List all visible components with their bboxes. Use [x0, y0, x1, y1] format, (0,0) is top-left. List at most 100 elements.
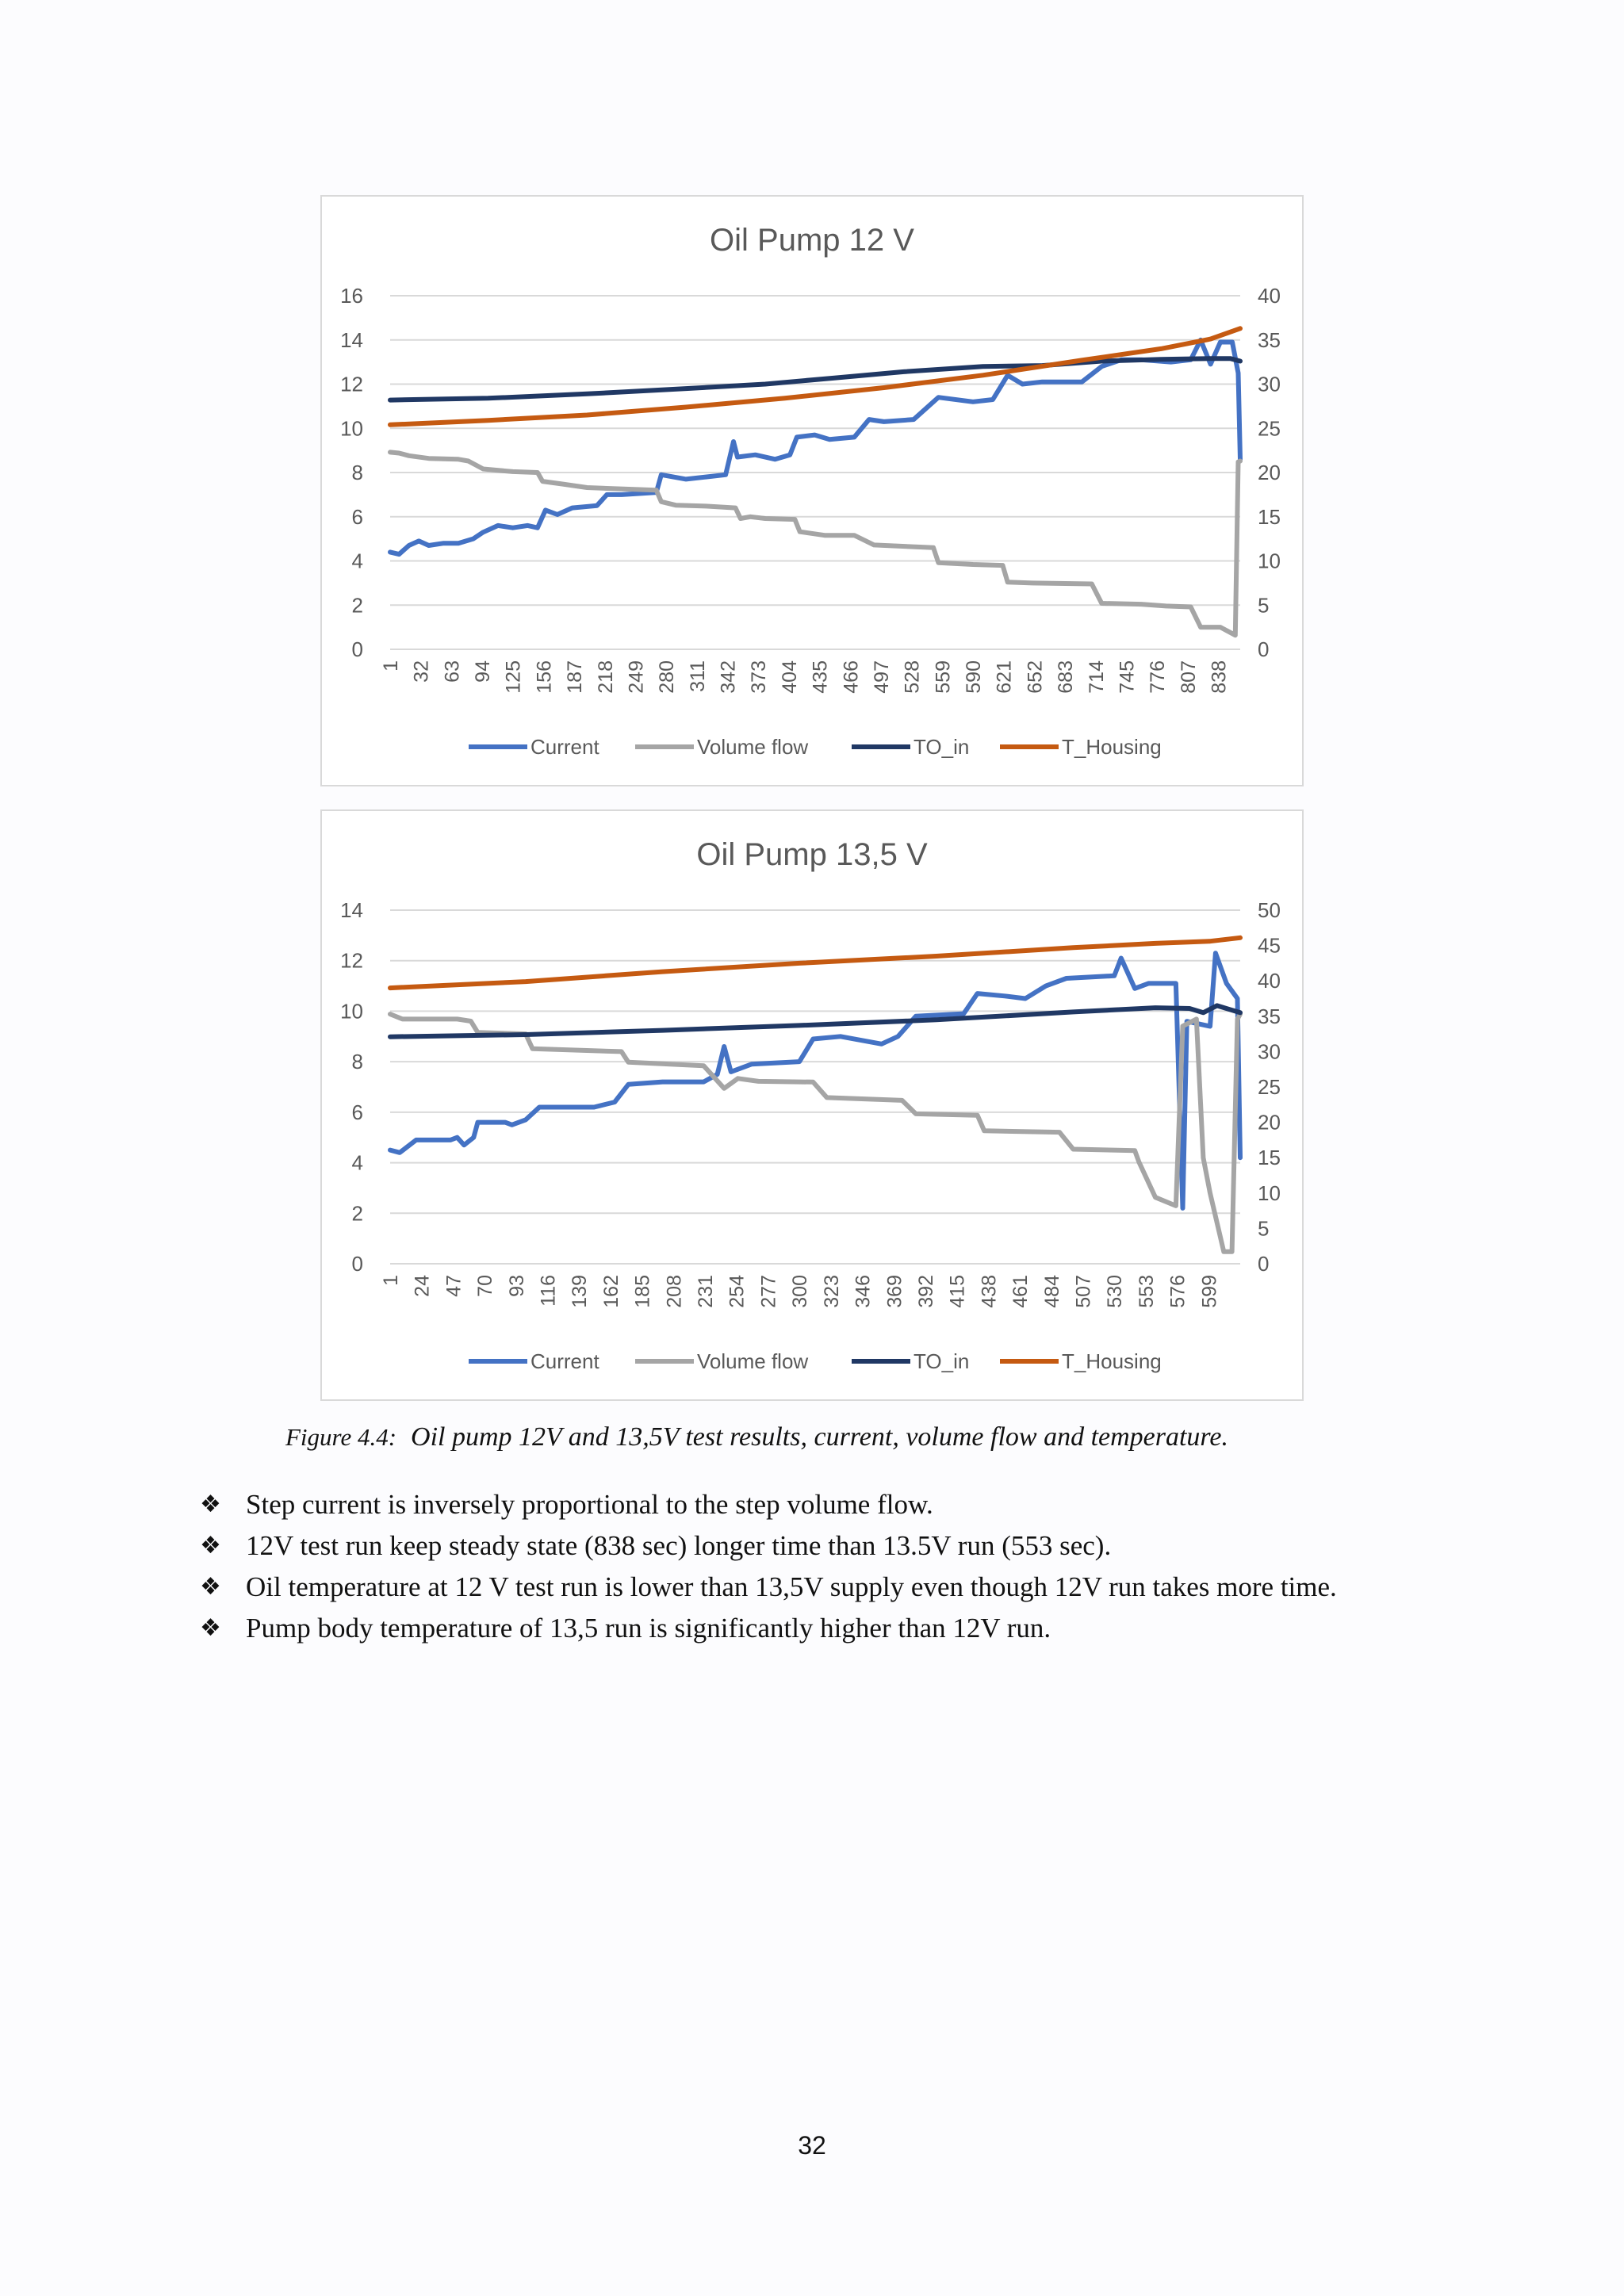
x-tick-label: 342: [718, 660, 740, 694]
y-right-tick-label: 20: [1258, 461, 1281, 484]
y-left-tick-label: 14: [340, 898, 363, 922]
x-tick-label: 156: [533, 660, 555, 694]
legend-label: TO_in: [914, 735, 969, 759]
legend-label: Volume flow: [697, 735, 808, 759]
y-right-tick-label: 35: [1258, 328, 1281, 352]
x-tick-label: 125: [503, 660, 525, 694]
x-tick-label: 47: [442, 1275, 465, 1297]
x-tick-label: 323: [821, 1275, 843, 1308]
chart-oil-pump-12v: Oil Pump 12 V 0 2 4 6 8 10 12 14 16 0 5 10 15 20 25 30 35…: [320, 195, 1304, 786]
series-line-volume-flow: [388, 1012, 1243, 1254]
y-right-tick-label: 30: [1258, 1039, 1281, 1063]
x-tick-label: 683: [1055, 660, 1077, 694]
x-tick-label: 218: [595, 660, 617, 694]
page-number: 32: [798, 2131, 826, 2160]
y-left-tick-label: 6: [352, 1100, 363, 1124]
y-right-tick-label: 15: [1258, 1146, 1281, 1169]
x-tick-label: 280: [656, 660, 678, 694]
x-tick-label: 392: [915, 1275, 937, 1308]
series-line-t-housing: [388, 326, 1243, 427]
x-tick-label: 745: [1116, 660, 1138, 694]
x-tick-label: 300: [789, 1275, 811, 1308]
x-tick-label: 162: [600, 1275, 622, 1308]
x-tick-label: 530: [1104, 1275, 1126, 1308]
y-right-tick-label: 25: [1258, 416, 1281, 440]
x-tick-label: 599: [1198, 1275, 1220, 1308]
x-tick-label: 24: [412, 1275, 434, 1297]
y-right-tick-label: 20: [1258, 1111, 1281, 1135]
figure-caption-text: Oil pump 12V and 13,5V test results, cur…: [411, 1422, 1228, 1452]
legend-label: T_Housing: [1062, 1349, 1162, 1373]
four-diamond-bullet-icon: ❖: [200, 1532, 221, 1559]
y-left-tick-label: 0: [352, 637, 363, 661]
x-tick-label: 32: [411, 660, 433, 683]
four-diamond-bullet-icon: ❖: [200, 1573, 221, 1601]
y-right-tick-label: 50: [1258, 898, 1281, 922]
y-left-tick-label: 6: [352, 505, 363, 529]
y-right-tick-label: 25: [1258, 1075, 1281, 1099]
y-left-tick-label: 16: [340, 284, 363, 308]
y-left-tick-label: 10: [340, 999, 363, 1023]
series-line-to-in: [388, 1003, 1243, 1039]
y-right-tick-label: 0: [1258, 637, 1269, 661]
series-line-t-housing: [388, 935, 1243, 991]
x-tick-label: 807: [1178, 660, 1200, 694]
chart-svg-13-5v: Oil Pump 13,5 V0246810121405101520253035…: [340, 837, 1281, 1373]
x-tick-label: 507: [1072, 1275, 1094, 1308]
list-item: ❖ 12V test run keep steady state (838 sec…: [200, 1525, 1337, 1567]
x-tick-label: 438: [978, 1275, 1000, 1308]
x-tick-label: 838: [1208, 660, 1231, 694]
legend-label: Current: [530, 735, 599, 759]
four-diamond-bullet-icon: ❖: [200, 1614, 221, 1642]
x-tick-label: 187: [564, 660, 586, 694]
x-tick-label: 621: [994, 660, 1016, 694]
x-tick-label: 497: [871, 660, 893, 694]
list-item: ❖ Step current is inversely proportional …: [200, 1484, 1337, 1525]
y-left-tick-label: 12: [340, 949, 363, 973]
y-right-tick-label: 45: [1258, 934, 1281, 958]
x-tick-label: 373: [748, 660, 770, 694]
chart-title: Oil Pump 12 V: [710, 223, 914, 258]
four-diamond-bullet-icon: ❖: [200, 1490, 221, 1518]
x-tick-label: 484: [1041, 1275, 1063, 1308]
y-left-tick-label: 0: [352, 1252, 363, 1276]
figure-caption-label: Figure 4.4:: [285, 1423, 397, 1451]
x-tick-label: 277: [757, 1275, 779, 1308]
x-tick-label: 435: [810, 660, 832, 694]
y-left-tick-label: 2: [352, 593, 363, 617]
figure-caption: Figure 4.4: Oil pump 12V and 13,5V test r…: [285, 1422, 1228, 1452]
x-tick-label: 249: [625, 660, 647, 694]
x-tick-label: 466: [840, 660, 862, 694]
x-tick-label: 776: [1147, 660, 1169, 694]
x-tick-label: 93: [506, 1275, 528, 1297]
series-line-current: [388, 337, 1243, 557]
chart-svg-12v: Oil Pump 12 V 0 2 4 6 8 10 12 14 16 0 5 10 15 20 25 30 35…: [340, 223, 1281, 759]
y-right-tick-label: 40: [1258, 969, 1281, 993]
x-tick-label: 185: [632, 1275, 654, 1308]
x-tick-label: 116: [538, 1275, 560, 1307]
findings-list: ❖ Step current is inversely proportional …: [200, 1484, 1337, 1649]
legend-label: Current: [530, 1349, 599, 1373]
legend-label: TO_in: [914, 1349, 969, 1373]
x-tick-label: 714: [1086, 660, 1108, 694]
y-right-tick-label: 10: [1258, 1181, 1281, 1205]
y-left-tick-label: 8: [352, 1050, 363, 1073]
x-tick-label: 404: [779, 660, 801, 694]
x-tick-label: 63: [441, 660, 463, 683]
y-left-tick-label: 10: [340, 416, 363, 440]
y-left-tick-label: 8: [352, 461, 363, 484]
list-item: ❖ Pump body temperature of 13,5 run is si…: [200, 1608, 1337, 1649]
x-tick-label: 1: [380, 660, 402, 672]
series-line-volume-flow: [388, 450, 1243, 638]
y-right-tick-label: 0: [1258, 1252, 1269, 1276]
x-tick-label: 553: [1136, 1275, 1158, 1308]
y-right-tick-label: 40: [1258, 284, 1281, 308]
y-right-tick-label: 15: [1258, 505, 1281, 529]
x-tick-label: 415: [947, 1275, 969, 1308]
y-right-tick-label: 5: [1258, 1216, 1269, 1240]
y-right-tick-label: 30: [1258, 373, 1281, 396]
x-tick-label: 461: [1009, 1275, 1032, 1308]
y-right-tick-label: 35: [1258, 1004, 1281, 1028]
list-item: ❖ Oil temperature at 12 V test run is low…: [200, 1567, 1337, 1608]
series-line-current: [388, 951, 1243, 1211]
